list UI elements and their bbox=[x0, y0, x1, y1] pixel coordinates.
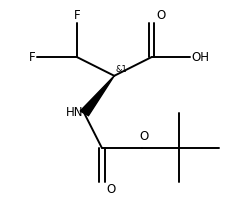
Text: O: O bbox=[139, 130, 148, 143]
Text: &1: &1 bbox=[115, 65, 127, 74]
Text: HN: HN bbox=[65, 106, 83, 119]
Text: O: O bbox=[156, 9, 165, 22]
Polygon shape bbox=[80, 76, 114, 116]
Text: OH: OH bbox=[191, 51, 209, 63]
Text: F: F bbox=[29, 51, 35, 63]
Text: F: F bbox=[73, 9, 80, 22]
Text: O: O bbox=[106, 183, 116, 196]
